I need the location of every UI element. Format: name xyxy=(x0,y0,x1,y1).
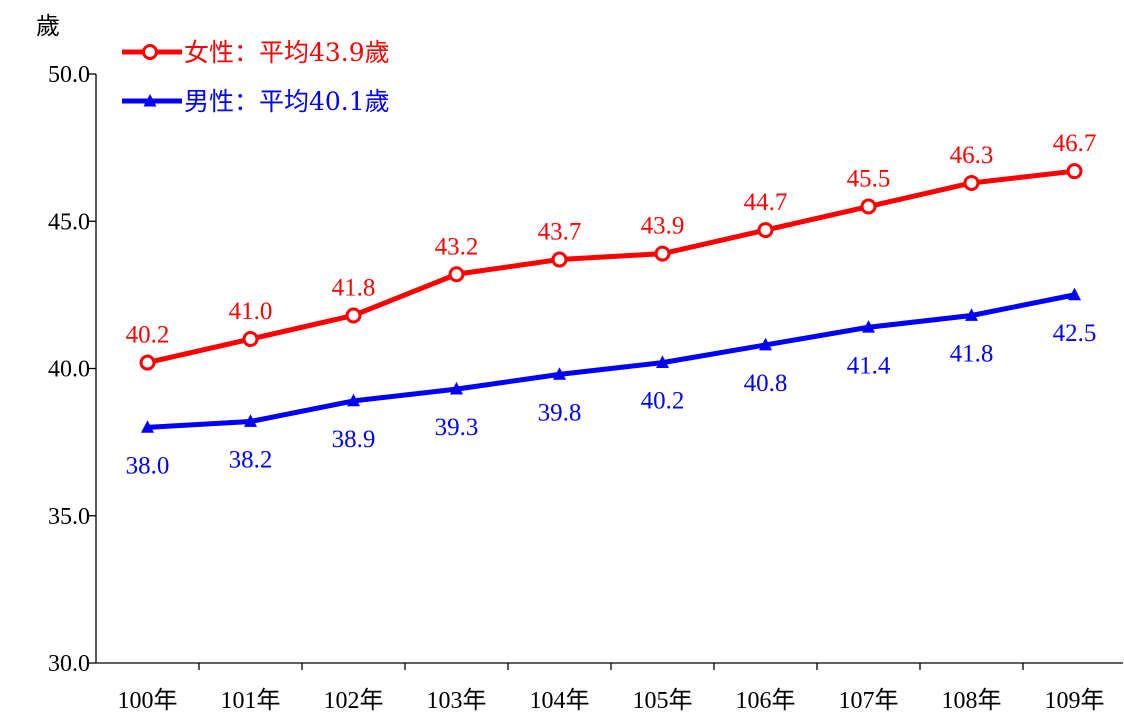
data-point-marker xyxy=(242,331,259,348)
data-point-marker xyxy=(963,174,980,191)
y-tick-label: 30.0 xyxy=(48,651,90,677)
data-label: 46.7 xyxy=(1053,130,1097,157)
data-point-marker xyxy=(551,251,568,268)
data-label: 38.0 xyxy=(126,452,170,479)
data-label: 40.2 xyxy=(126,322,170,349)
data-label: 41.0 xyxy=(229,298,273,325)
data-label: 43.7 xyxy=(538,219,582,246)
data-point-marker xyxy=(450,381,463,395)
data-point-marker xyxy=(347,393,360,407)
data-point-marker xyxy=(862,320,875,333)
data-point-marker xyxy=(553,367,566,380)
data-point-marker xyxy=(448,266,465,283)
data-point-marker xyxy=(1066,163,1083,180)
data-point-marker xyxy=(656,355,669,369)
series-line xyxy=(146,168,1075,366)
data-point-marker xyxy=(757,222,774,239)
y-tick-label: 35.0 xyxy=(48,504,90,530)
data-label: 44.7 xyxy=(744,189,788,216)
data-point-marker xyxy=(345,307,362,324)
y-axis-ticks: 30.0 35.0 40.0 45.0 50.0 xyxy=(48,62,96,677)
data-point-marker xyxy=(965,308,978,321)
legend-marker xyxy=(143,94,157,107)
data-point-marker xyxy=(654,245,671,262)
data-label: 39.3 xyxy=(435,414,479,441)
x-tick-label: 103年 xyxy=(427,687,487,714)
data-point-marker xyxy=(759,337,772,351)
x-tick-label: 104年 xyxy=(530,687,590,714)
x-tick-label: 105年 xyxy=(633,687,693,714)
x-axis-ticks: 100年 101年 102年 103年 104年 105年 106年 107年 108年 109年 xyxy=(118,663,1105,714)
data-label: 40.2 xyxy=(641,388,685,415)
data-label: 40.8 xyxy=(744,370,788,397)
data-label: 38.2 xyxy=(229,447,273,474)
x-tick-label: 100年 xyxy=(118,687,178,714)
data-label: 46.3 xyxy=(950,142,994,169)
y-tick-label: 50.0 xyxy=(48,62,90,88)
x-tick-label: 108年 xyxy=(942,687,1002,714)
x-tick-label: 106年 xyxy=(736,687,796,714)
series-layer: 40.2 41.0 41.8 43.2 43.7 43.9 44.7 45.5 46.3 46.7… xyxy=(126,130,1097,479)
x-tick-label: 109年 xyxy=(1045,687,1105,714)
series-male: 38.0 38.2 38.9 39.3 39.8 40.2 40.8 41.4 41.8 42.5 xyxy=(126,287,1097,479)
y-axis-unit-label: 歲 xyxy=(36,12,60,40)
data-label: 42.5 xyxy=(1053,320,1097,347)
data-point-marker xyxy=(141,420,154,433)
legend-label: 女性：平均43.9歲 xyxy=(184,38,390,67)
data-label: 45.5 xyxy=(847,166,891,193)
data-label: 43.2 xyxy=(435,233,479,260)
data-label: 41.8 xyxy=(332,274,376,301)
legend-item-female: 女性：平均43.9歲 xyxy=(122,38,390,67)
data-point-marker xyxy=(860,198,877,215)
data-label: 43.9 xyxy=(641,213,685,240)
y-tick-label: 45.0 xyxy=(48,209,90,235)
series-line xyxy=(147,292,1075,430)
data-point-marker xyxy=(139,354,156,371)
legend-marker xyxy=(142,44,158,60)
x-tick-label: 107年 xyxy=(839,687,899,714)
x-tick-label: 101年 xyxy=(221,687,281,714)
series-female: 40.2 41.0 41.8 43.2 43.7 43.9 44.7 45.5 46.3 46.7 xyxy=(126,130,1097,371)
data-label: 41.4 xyxy=(847,352,891,379)
data-label: 39.8 xyxy=(538,399,582,426)
y-tick-label: 40.0 xyxy=(48,357,90,383)
data-point-marker xyxy=(244,414,257,427)
legend-item-male: 男性：平均40.1歲 xyxy=(122,87,390,116)
data-label: 41.8 xyxy=(950,340,994,367)
data-point-marker xyxy=(1068,287,1081,301)
data-label: 38.9 xyxy=(332,426,376,453)
x-tick-label: 102年 xyxy=(324,687,384,714)
legend-label: 男性：平均40.1歲 xyxy=(184,87,390,116)
